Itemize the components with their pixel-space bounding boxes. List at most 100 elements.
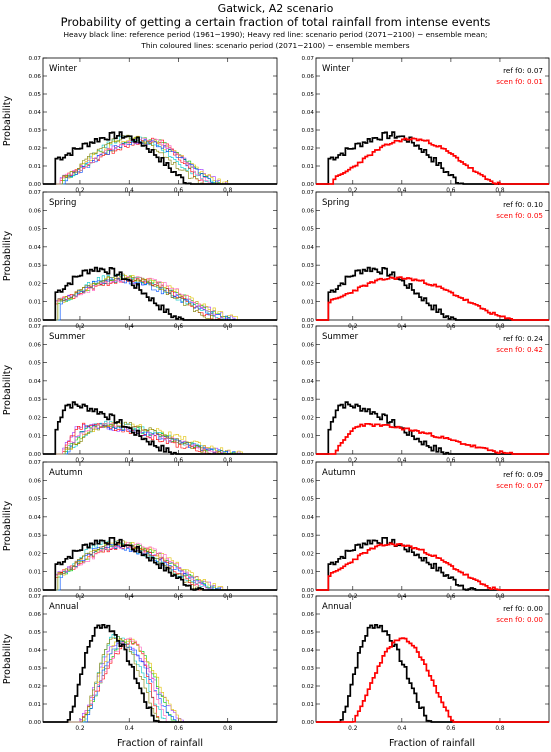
panel-frame [315,461,550,591]
x-tick-label: 0.8 [223,458,233,464]
panel-spring-mean: 0.00 0.01 0.02 0.03 0.04 0.05 0.06 0.07 0.2 0.4 0.… [302,190,550,330]
y-tick-label: 0.01 [29,300,42,306]
scenario-mean-series-line [316,422,549,455]
y-tick-label: 0.03 [302,128,315,134]
x-tick-label: 0.8 [495,726,505,732]
member-series-line [43,542,277,591]
y-tick-label: 0.02 [29,415,41,421]
scenario-mean-series-line [316,276,549,321]
y-tick-label: 0.03 [29,263,42,269]
panel-frame [42,461,278,591]
x-tick-label: 0.2 [75,188,85,194]
y-tick-label: 0.00 [302,452,315,458]
y-tick-label: 0.07 [302,190,315,196]
legend-line-2: Thin coloured lines: scenario period (20… [141,41,410,50]
x-tick-label: 0.8 [223,188,233,194]
y-tick-label: 0.04 [29,379,42,385]
x-tick-label: 0.4 [397,188,407,194]
y-tick-label: 0.03 [302,533,315,539]
member-series-line [43,135,277,185]
y-tick-label: 0.07 [302,460,315,466]
reference-series-line [316,266,549,321]
y-tick-label: 0.00 [302,720,315,726]
x-tick-label: 0.2 [348,188,358,194]
member-series-line [43,421,277,455]
chart-title: Gatwick, A2 scenario [217,2,334,15]
y-tick-label: 0.06 [29,208,42,214]
y-tick-label: 0.02 [302,551,314,557]
y-tick-label: 0.05 [302,630,315,636]
season-label: Summer [322,332,359,342]
y-tick-label: 0.06 [29,478,42,484]
y-tick-label: 0.02 [29,551,41,557]
x-tick-label: 0.6 [446,458,456,464]
member-series-line [43,422,277,455]
y-tick-label: 0.01 [302,164,315,170]
y-tick-label: 0.06 [302,74,315,80]
x-tick-label: 0.4 [125,188,135,194]
panel-frame [315,325,550,455]
panel-frame [42,325,278,455]
y-tick-label: 0.06 [302,612,315,618]
ref-f0-label: ref f0: 0.09 [503,470,543,479]
y-tick-label: 0.01 [29,434,42,440]
y-tick-label: 0.06 [29,74,42,80]
x-tick-label: 0.8 [223,726,233,732]
reference-series-line [43,624,277,723]
panel-frame [42,57,278,185]
y-tick-label: 0.05 [29,361,42,367]
member-series-line [43,423,277,455]
x-tick-label: 0.4 [125,726,135,732]
reference-series-line [43,131,277,185]
member-series-line [43,275,277,321]
scenario-mean-series-line [316,637,549,723]
x-tick-label: 0.2 [348,458,358,464]
panel-frame [42,595,278,723]
y-tick-label: 0.02 [302,281,314,287]
panel-autumn-members: 0.00 0.01 0.02 0.03 0.04 0.05 0.06 0.07 0.2 0.4 0.… [29,460,278,600]
y-tick-label: 0.06 [302,342,315,348]
panel-annual-members: 0.00 0.01 0.02 0.03 0.04 0.05 0.06 0.07 0.2 0.4 0.… [29,594,278,732]
panel-winter-mean: 0.00 0.01 0.02 0.03 0.04 0.05 0.06 0.07 0.2 0.4 0.… [302,56,550,194]
y-tick-label: 0.01 [302,702,315,708]
x-tick-label: 0.6 [174,726,184,732]
y-tick-label: 0.05 [29,630,42,636]
y-tick-label: 0.07 [29,324,42,330]
panel-frame [315,191,550,321]
y-tick-label: 0.03 [29,128,42,134]
reference-series-line [316,401,549,455]
member-series-line [43,634,277,723]
panel-summer-mean: 0.00 0.01 0.02 0.03 0.04 0.05 0.06 0.07 0.2 0.4 0.… [302,324,550,464]
y-tick-label: 0.07 [29,460,42,466]
y-tick-label: 0.00 [29,588,42,594]
y-tick-label: 0.05 [302,361,315,367]
y-tick-label: 0.03 [302,263,315,269]
y-tick-label: 0.06 [29,612,42,618]
y-tick-label: 0.00 [302,182,315,188]
y-tick-label: 0.00 [302,588,315,594]
y-tick-label: 0.03 [29,533,42,539]
season-label: Autumn [322,468,356,478]
x-tick-label: 0.6 [446,726,456,732]
y-tick-label: 0.04 [302,245,315,251]
scen-f0-label: scen f0: 0.01 [496,77,543,86]
y-tick-label: 0.00 [29,318,42,324]
season-label: Winter [322,64,351,74]
panel-frame [42,191,278,321]
y-tick-label: 0.01 [29,570,42,576]
y-tick-label: 0.05 [302,92,315,98]
x-tick-label: 0.4 [397,726,407,732]
season-label: Spring [322,198,349,208]
member-series-line [43,541,277,591]
y-tick-label: 0.02 [29,281,41,287]
x-axis-label-right: Fraction of rainfall [389,738,475,749]
scen-f0-label: scen f0: 0.42 [496,345,543,354]
legend-line-1: Heavy black line: reference period (1961… [63,30,488,39]
panel-annual-mean: 0.00 0.01 0.02 0.03 0.04 0.05 0.06 0.07 0.2 0.4 0.… [302,594,550,732]
member-series-line [43,643,277,723]
y-tick-label: 0.07 [302,324,315,330]
y-tick-label: 0.03 [29,666,42,672]
y-tick-label: 0.07 [302,56,315,62]
y-tick-label: 0.03 [302,397,315,403]
y-tick-label: 0.05 [29,92,42,98]
